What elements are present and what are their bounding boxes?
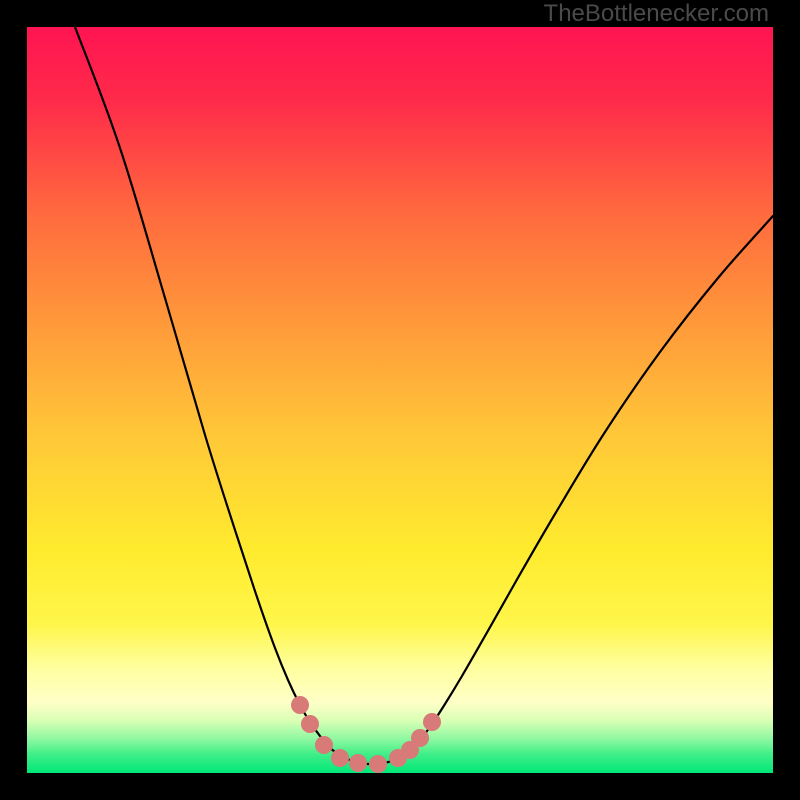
valley-marker <box>349 754 367 772</box>
chart-stage: TheBottlenecker.com <box>0 0 800 800</box>
plot-area <box>27 27 773 773</box>
valley-marker <box>301 715 319 733</box>
valley-marker <box>291 696 309 714</box>
bottleneck-chart-svg: TheBottlenecker.com <box>0 0 800 800</box>
valley-marker <box>315 736 333 754</box>
valley-marker <box>331 749 349 767</box>
valley-marker <box>423 713 441 731</box>
watermark-text: TheBottlenecker.com <box>544 0 769 27</box>
valley-marker <box>369 755 387 773</box>
valley-marker <box>411 729 429 747</box>
